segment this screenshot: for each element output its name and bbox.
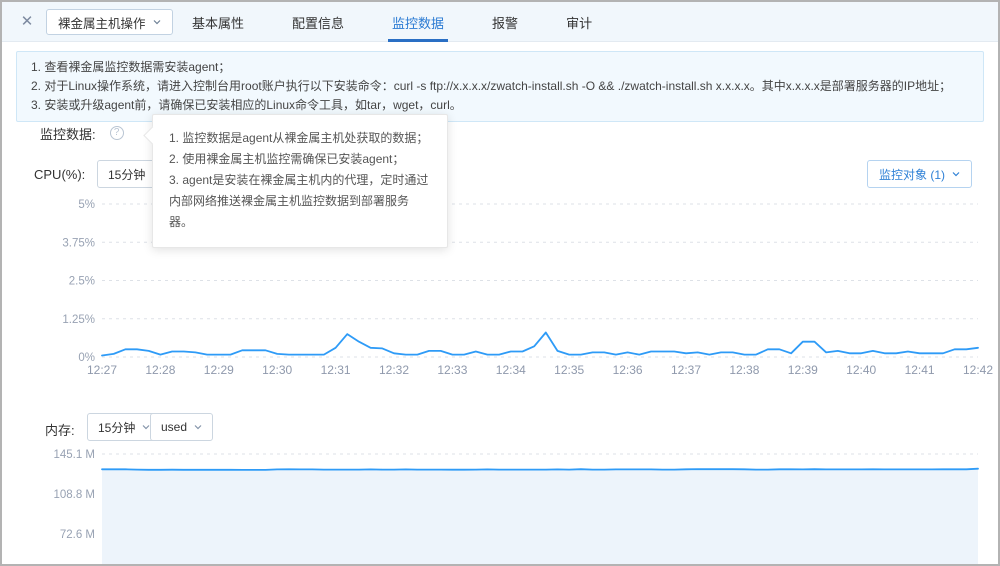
svg-text:12:27: 12:27 xyxy=(87,363,117,377)
chevron-down-icon xyxy=(194,425,202,430)
monitoring-data-section: 监控数据: ? xyxy=(40,125,124,142)
info-banner-line: 1. 查看裸金属监控数据需安装agent； xyxy=(31,60,231,74)
svg-text:5%: 5% xyxy=(78,199,95,211)
tab-audit[interactable]: 审计 xyxy=(566,15,593,31)
svg-text:12:41: 12:41 xyxy=(905,363,935,377)
svg-text:12:39: 12:39 xyxy=(788,363,818,377)
svg-text:12:38: 12:38 xyxy=(729,363,759,377)
tab-config-info[interactable]: 配置信息 xyxy=(292,15,345,31)
tab-alarm[interactable]: 报警 xyxy=(492,15,519,31)
memory-metric-select[interactable]: used xyxy=(150,413,214,441)
svg-text:72.6 M: 72.6 M xyxy=(60,529,95,541)
cpu-usage-chart: 5% 3.75% 2.5% 1.25% 0%12:27 12:28 12:29 12:30 12… xyxy=(62,199,993,377)
chevron-down-icon xyxy=(142,425,150,430)
help-tooltip: 1. 监控数据是agent从裸金属主机处获取的数据； 2. 使用裸金属主机监控需… xyxy=(152,114,448,248)
svg-text:12:28: 12:28 xyxy=(145,363,175,377)
chevron-down-icon xyxy=(952,172,960,177)
svg-text:12:37: 12:37 xyxy=(671,363,701,377)
memory-period-select[interactable]: 15分钟 xyxy=(87,413,162,441)
close-icon[interactable]: ✕ xyxy=(20,13,34,30)
monitor-target-button[interactable]: 监控对象 (1) xyxy=(866,160,972,188)
tab-monitoring-data[interactable]: 监控数据 xyxy=(378,2,458,42)
svg-text:12:34: 12:34 xyxy=(496,363,526,377)
tooltip-line: 3. agent是安装在裸金属主机内的代理，定时通过内部网络推送裸金属主机监控数… xyxy=(169,173,429,229)
operations-dropdown-label: 裸金属主机操作 xyxy=(58,16,146,31)
topbar: ✕ 裸金属主机操作 基本属性 配置信息 监控数据 报警 审计 xyxy=(2,2,998,42)
info-banner-line: 3. 安装或升级agent前，请确保已安装相应的Linux命令工具，如tar，w… xyxy=(31,98,462,112)
memory-usage-chart: 145.1 M 108.8 M 72.6 M xyxy=(53,449,979,564)
agent-install-info-banner: 1. 查看裸金属监控数据需安装agent； 2. 对于Linux操作系统，请进入… xyxy=(16,51,984,122)
memory-control-row: 内存: 15分钟 used xyxy=(2,413,998,441)
cpu-label: CPU(%): xyxy=(34,167,86,182)
svg-text:108.8 M: 108.8 M xyxy=(53,489,95,501)
svg-text:12:42: 12:42 xyxy=(963,363,993,377)
chevron-down-icon xyxy=(153,20,160,25)
monitoring-data-label: 监控数据: xyxy=(40,126,96,142)
svg-text:12:40: 12:40 xyxy=(846,363,876,377)
memory-label: 内存: xyxy=(45,423,75,438)
svg-text:12:35: 12:35 xyxy=(554,363,584,377)
svg-text:12:29: 12:29 xyxy=(204,363,234,377)
svg-text:12:32: 12:32 xyxy=(379,363,409,377)
monitor-target-label: 监控对象 (1) xyxy=(878,167,945,182)
cpu-period-value: 15分钟 xyxy=(108,167,146,182)
tab-bar: 基本属性 配置信息 监控数据 报警 审计 xyxy=(178,2,626,42)
svg-text:145.1 M: 145.1 M xyxy=(53,449,95,461)
help-icon[interactable]: ? xyxy=(109,126,124,140)
info-banner-line: 2. 对于Linux操作系统，请进入控制台用root账户执行以下安装命令：cur… xyxy=(31,79,952,93)
svg-text:12:30: 12:30 xyxy=(262,363,292,377)
svg-text:3.75%: 3.75% xyxy=(62,237,95,249)
svg-text:12:31: 12:31 xyxy=(321,363,351,377)
tab-basic-properties[interactable]: 基本属性 xyxy=(192,15,245,31)
memory-metric-value: used xyxy=(161,420,188,434)
svg-text:0%: 0% xyxy=(78,352,95,364)
operations-dropdown-button[interactable]: 裸金属主机操作 xyxy=(46,9,173,35)
svg-text:1.25%: 1.25% xyxy=(62,314,95,326)
tooltip-line: 2. 使用裸金属主机监控需确保已安装agent； xyxy=(169,152,405,166)
svg-text:2.5%: 2.5% xyxy=(69,276,95,288)
svg-text:12:33: 12:33 xyxy=(437,363,467,377)
memory-period-value: 15分钟 xyxy=(98,420,136,435)
tooltip-line: 1. 监控数据是agent从裸金属主机处获取的数据； xyxy=(169,131,429,145)
svg-text:12:36: 12:36 xyxy=(613,363,643,377)
